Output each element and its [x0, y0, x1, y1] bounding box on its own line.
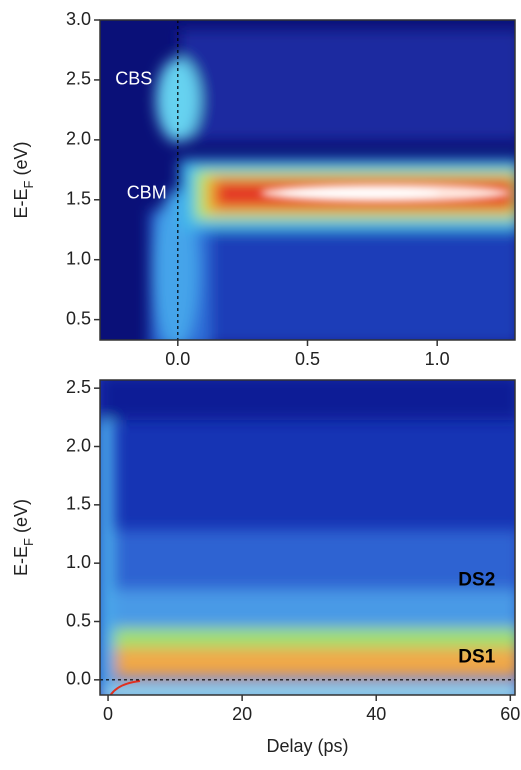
- y-tick-label: 0.5: [66, 308, 91, 328]
- annotation: DS2: [458, 570, 495, 591]
- y-axis-label-main: E-E: [11, 546, 31, 576]
- y-tick-label: 1.0: [66, 552, 91, 572]
- x-axis-label: Delay (ps): [266, 736, 348, 756]
- y-axis-label: E-EF (eV): [11, 142, 36, 219]
- x-tick-label: 40: [366, 704, 386, 724]
- x-tick-label: 0: [103, 704, 113, 724]
- plot-frame: [99, 379, 516, 696]
- x-tick-label: 60: [500, 704, 520, 724]
- y-tick-label: 2.5: [66, 69, 91, 89]
- x-tick-label: 0.0: [165, 349, 190, 369]
- annotation: CBS: [115, 69, 152, 89]
- heatmap-bottom: [100, 380, 515, 695]
- y-tick-label: 1.0: [66, 248, 91, 268]
- y-axis-label-sub: F: [21, 180, 36, 188]
- y-axis-label-unit: (eV): [11, 142, 31, 181]
- y-tick-label: 1.5: [66, 189, 91, 209]
- y-tick-label: 0.5: [66, 610, 91, 630]
- y-axis-label-main: E-E: [11, 188, 31, 218]
- y-tick-label: 2.5: [66, 377, 91, 397]
- y-axis-label: E-EF (eV): [11, 499, 36, 576]
- x-tick-label: 1.0: [425, 349, 450, 369]
- x-tick-label: 0.5: [295, 349, 320, 369]
- y-axis-label-sub: F: [21, 538, 36, 546]
- y-axis-label-unit: (eV): [11, 499, 31, 538]
- y-tick-label: 2.0: [66, 435, 91, 455]
- y-tick-label: 2.0: [66, 129, 91, 149]
- annotation: DS1: [458, 647, 495, 668]
- y-tick-label: 3.0: [66, 9, 91, 29]
- x-tick-label: 20: [232, 704, 252, 724]
- annotation: CBM: [127, 183, 167, 203]
- y-tick-label: 1.5: [66, 494, 91, 514]
- y-tick-label: 0.0: [66, 669, 91, 689]
